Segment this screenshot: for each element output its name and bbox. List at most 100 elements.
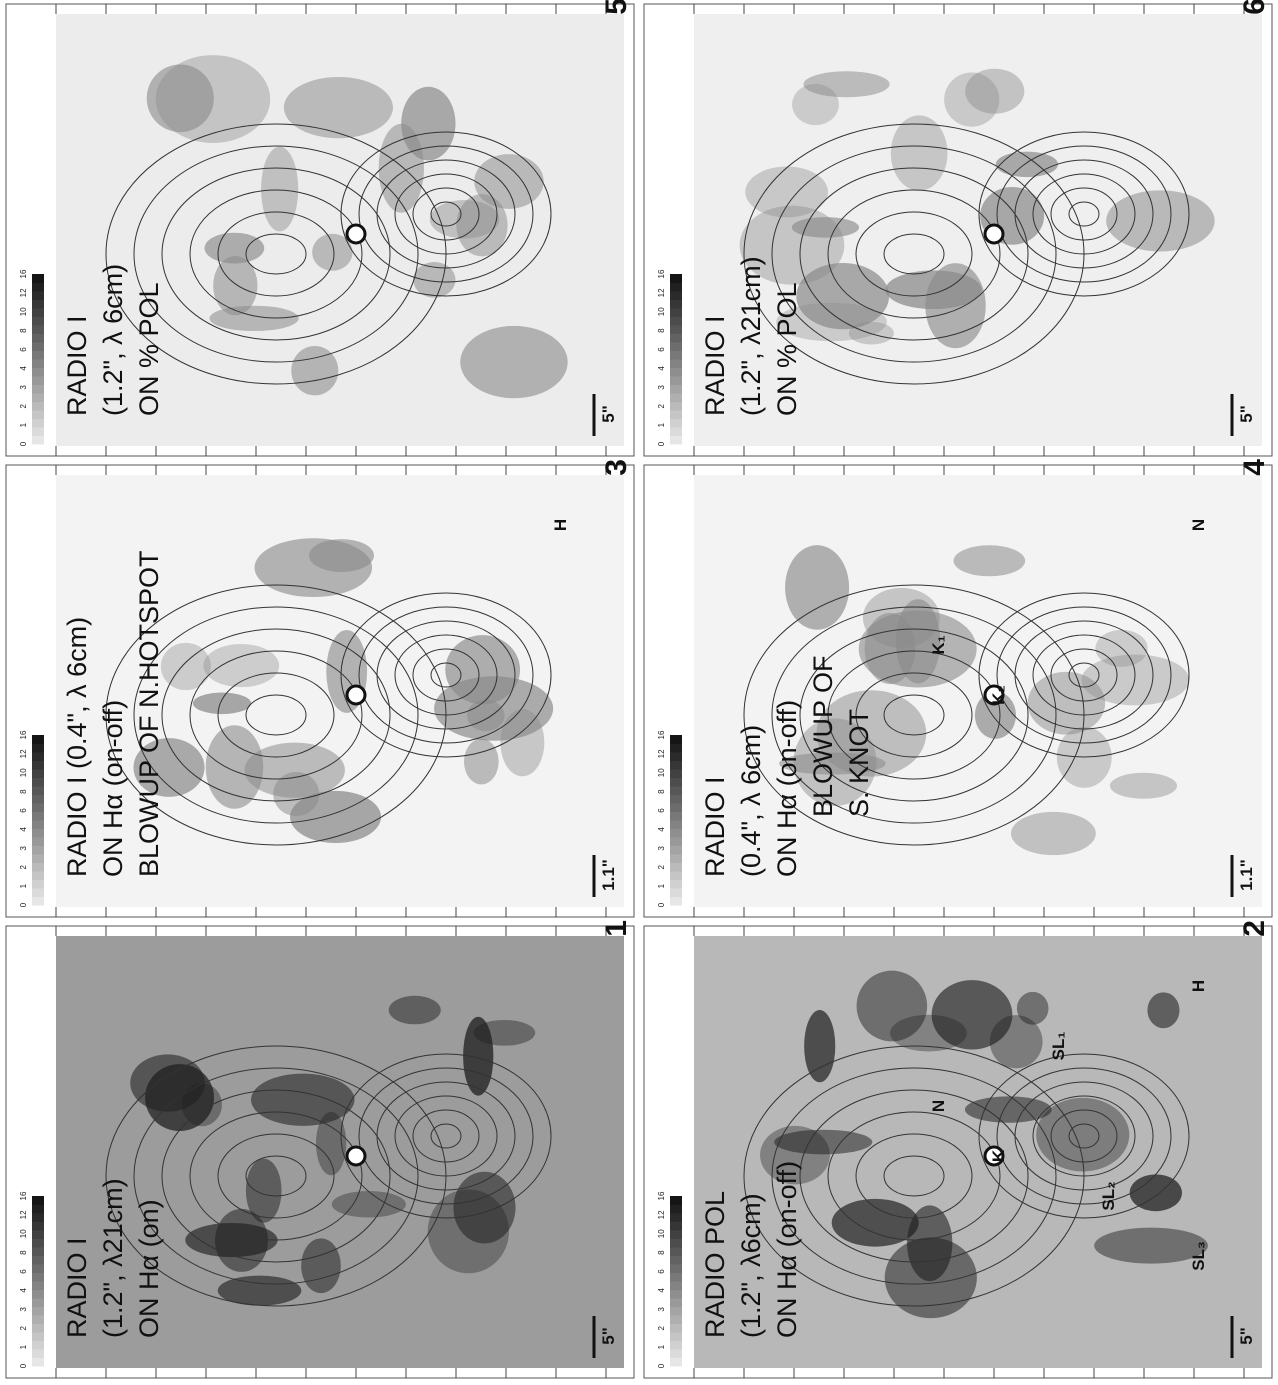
colorbar-step xyxy=(32,1264,44,1273)
panel-number: 4 xyxy=(1238,459,1271,476)
colorbar-tick-label: 0 xyxy=(19,902,28,907)
colorbar-step xyxy=(670,300,682,309)
colorbar-tick-label: 8 xyxy=(657,1250,666,1255)
panel-label: S. KNOT xyxy=(844,709,874,817)
emission xyxy=(182,1083,222,1126)
emission xyxy=(1130,1174,1182,1211)
colorbar-step xyxy=(32,1213,44,1222)
colorbar-step xyxy=(670,871,682,880)
colorbar-tick-label: 12 xyxy=(19,288,28,297)
emission xyxy=(284,77,393,138)
colorbar-tick-label: 0 xyxy=(19,441,28,446)
colorbar-step xyxy=(670,820,682,829)
colorbar-tick-label: 1 xyxy=(19,883,28,888)
colorbar-tick-label: 10 xyxy=(657,768,666,777)
colorbar-tick-label: 10 xyxy=(19,307,28,316)
colorbar-step xyxy=(670,1247,682,1256)
colorbar-step xyxy=(670,888,682,897)
emission xyxy=(954,545,1026,576)
colorbar-step xyxy=(670,1307,682,1316)
colorbar-step xyxy=(32,1307,44,1316)
colorbar-step xyxy=(670,1239,682,1248)
panel-label: RADIO I xyxy=(62,1237,92,1338)
colorbar-step xyxy=(32,803,44,812)
colorbar-step xyxy=(670,1281,682,1290)
colorbar-tick-label: 16 xyxy=(19,730,28,739)
colorbar-tick-label: 2 xyxy=(657,1325,666,1330)
colorbar-tick-label: 0 xyxy=(657,441,666,446)
colorbar-step xyxy=(32,1239,44,1248)
colorbar-step xyxy=(670,1230,682,1239)
colorbar-tick-label: 2 xyxy=(19,403,28,408)
colorbar-tick-label: 3 xyxy=(19,846,28,851)
colorbar-step xyxy=(32,359,44,368)
emission xyxy=(944,73,999,127)
colorbar-step xyxy=(670,1315,682,1324)
colorbar-step xyxy=(32,1256,44,1265)
emission xyxy=(925,263,985,348)
colorbar-step xyxy=(32,1349,44,1358)
panel-label: ON % POL xyxy=(134,282,164,416)
emission xyxy=(965,1096,1052,1122)
emission xyxy=(389,996,441,1025)
emission xyxy=(1011,812,1096,855)
colorbar-step xyxy=(32,820,44,829)
colorbar-step xyxy=(670,342,682,351)
colorbar-step xyxy=(32,283,44,292)
colorbar-tick-label: 1 xyxy=(657,422,666,427)
feature-marker: SL₃ xyxy=(1189,1241,1208,1271)
colorbar-step xyxy=(32,1324,44,1333)
colorbar-step xyxy=(32,274,44,283)
colorbar-tick-label: 2 xyxy=(19,1325,28,1330)
colorbar-tick-label: 2 xyxy=(657,403,666,408)
colorbar-step xyxy=(670,291,682,300)
colorbar-step xyxy=(670,1290,682,1299)
panel-label: RADIO I xyxy=(62,315,92,416)
colorbar-step xyxy=(32,1358,44,1367)
colorbar-tick-label: 8 xyxy=(657,789,666,794)
emission xyxy=(932,980,1013,1049)
feature-marker: SL₁ xyxy=(1049,1032,1068,1061)
colorbar-step xyxy=(32,1205,44,1214)
colorbar-tick-label: 4 xyxy=(19,827,28,832)
colorbar-tick-label: 6 xyxy=(657,347,666,352)
colorbar-tick-label: 2 xyxy=(19,864,28,869)
emission xyxy=(1147,992,1179,1028)
colorbar-step xyxy=(670,778,682,787)
feature-marker: K xyxy=(989,1149,1008,1162)
colorbar-step xyxy=(32,291,44,300)
colorbar-step xyxy=(670,1324,682,1333)
scale-bar-label: 1.1" xyxy=(1237,859,1256,891)
panel-number: 5 xyxy=(600,0,633,15)
colorbar-tick-label: 4 xyxy=(657,827,666,832)
colorbar-step xyxy=(32,778,44,787)
colorbar-step xyxy=(670,1358,682,1367)
feature-marker: K₂ xyxy=(989,685,1008,705)
scale-bar-label: 5" xyxy=(1237,1327,1256,1345)
panel-number: 6 xyxy=(1238,0,1271,15)
colorbar-tick-label: 6 xyxy=(657,1269,666,1274)
colorbar-step xyxy=(32,325,44,334)
colorbar-tick-label: 8 xyxy=(19,1250,28,1255)
colorbar-step xyxy=(670,436,682,445)
core xyxy=(347,1147,365,1165)
colorbar-step xyxy=(670,786,682,795)
emission xyxy=(792,217,859,238)
colorbar-tick-label: 2 xyxy=(657,864,666,869)
colorbar-step xyxy=(670,846,682,855)
panel-number: 1 xyxy=(600,920,633,937)
colorbar-step xyxy=(32,880,44,889)
colorbar-step xyxy=(32,419,44,428)
emission xyxy=(500,709,544,776)
panel: 01234681012164RADIO I(0.4", λ 6cm)ON Hα … xyxy=(644,459,1272,917)
panel-label: RADIO I xyxy=(700,776,730,877)
colorbar-step xyxy=(670,735,682,744)
colorbar-step xyxy=(32,308,44,317)
colorbar-tick-label: 4 xyxy=(19,1288,28,1293)
colorbar-step xyxy=(32,846,44,855)
colorbar-tick-label: 1 xyxy=(657,1344,666,1349)
panel-label: RADIO I (0.4", λ 6cm) xyxy=(62,617,92,877)
panel-label: (1.2", λ 6cm) xyxy=(98,264,128,416)
colorbar-step xyxy=(670,829,682,838)
